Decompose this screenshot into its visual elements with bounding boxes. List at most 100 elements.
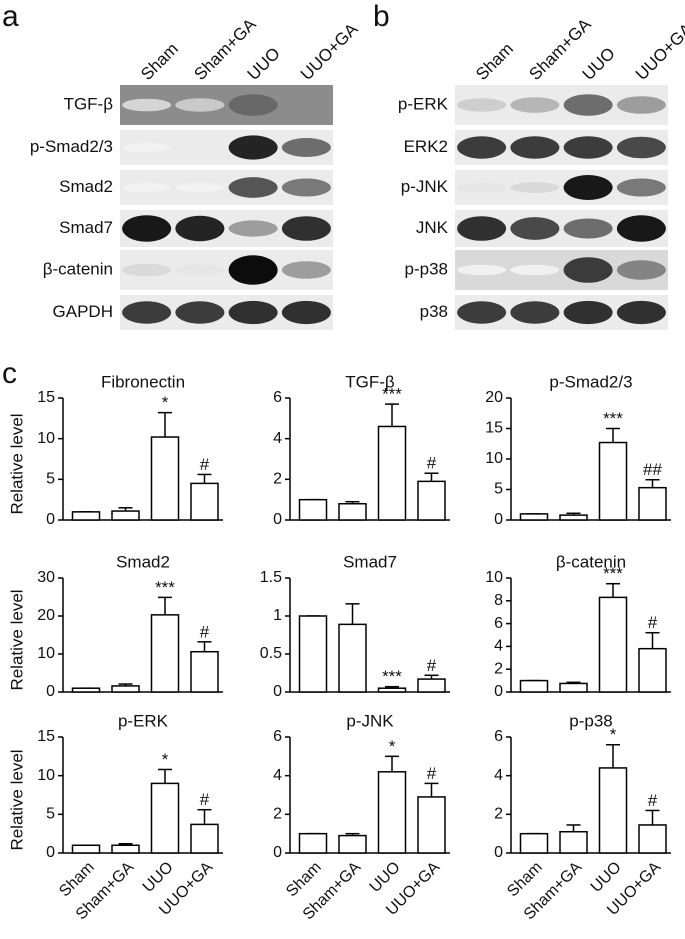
bar bbox=[559, 514, 588, 521]
bar bbox=[71, 687, 101, 693]
bar bbox=[111, 685, 140, 693]
blot-band bbox=[281, 95, 331, 115]
blot-band bbox=[563, 94, 613, 116]
lane-label: UUO bbox=[579, 44, 619, 84]
x-tick-label: UUO bbox=[367, 859, 404, 896]
y-tick-label: 0 bbox=[494, 844, 503, 861]
blot-band bbox=[175, 301, 225, 324]
blot-band bbox=[281, 178, 331, 197]
y-tick-label: 5 bbox=[46, 471, 55, 488]
blot-band bbox=[457, 182, 507, 193]
bar bbox=[377, 771, 407, 854]
y-tick-label: 10 bbox=[37, 430, 55, 447]
y-tick-label: 0 bbox=[273, 511, 282, 528]
y-tick-label: 6 bbox=[273, 389, 282, 406]
significance-label: *** bbox=[603, 564, 623, 583]
blot-band bbox=[457, 136, 507, 159]
y-tick-label: 6 bbox=[494, 728, 503, 745]
blot-band bbox=[122, 301, 172, 324]
y-tick-label: 0 bbox=[494, 511, 503, 528]
y-tick-label: 30 bbox=[37, 569, 55, 586]
significance-label: *** bbox=[382, 385, 402, 404]
bar bbox=[190, 823, 219, 854]
panel-label: b bbox=[373, 0, 390, 33]
bar bbox=[338, 502, 367, 521]
blot-band bbox=[563, 174, 613, 201]
significance-label: *** bbox=[603, 409, 623, 428]
blot-band bbox=[616, 136, 666, 159]
blot-row-label: Smad7 bbox=[59, 218, 113, 237]
y-tick-label: 0.5 bbox=[260, 645, 282, 662]
chart-title: β-catenin bbox=[556, 552, 626, 571]
x-tick-label: UUO bbox=[140, 859, 177, 896]
y-tick-label: 1 bbox=[273, 607, 282, 624]
bar bbox=[377, 425, 407, 521]
blot-band bbox=[228, 177, 278, 198]
x-tick-label: UUO bbox=[588, 859, 625, 896]
y-tick-label: 4 bbox=[273, 767, 282, 784]
blot-band bbox=[228, 220, 278, 237]
blot-band bbox=[457, 301, 507, 324]
y-tick-label: 4 bbox=[494, 638, 503, 655]
bar bbox=[638, 486, 667, 521]
y-axis-label: Relative level bbox=[7, 749, 26, 850]
blot-row-label: JNK bbox=[416, 218, 449, 237]
bar bbox=[559, 682, 588, 693]
y-tick-label: 2 bbox=[273, 471, 282, 488]
bar bbox=[638, 647, 667, 693]
bar bbox=[298, 498, 328, 521]
blot-band bbox=[510, 301, 560, 324]
bar bbox=[338, 834, 367, 854]
y-axis-label: Relative level bbox=[7, 589, 26, 690]
y-tick-label: 1.5 bbox=[260, 569, 282, 586]
chart-title: p-JNK bbox=[346, 711, 394, 730]
blot-band bbox=[122, 142, 172, 153]
significance-label: *** bbox=[155, 578, 175, 597]
y-tick-label: 0 bbox=[273, 844, 282, 861]
blot-row-label: GAPDH bbox=[53, 302, 113, 321]
y-axis-label: Relative level bbox=[7, 413, 26, 514]
bar bbox=[519, 679, 549, 693]
y-tick-label: 6 bbox=[273, 728, 282, 745]
bar bbox=[598, 441, 628, 521]
bar bbox=[417, 678, 446, 693]
blot-band bbox=[510, 264, 560, 276]
y-tick-label: 6 bbox=[494, 615, 503, 632]
y-tick-label: 5 bbox=[46, 806, 55, 823]
bar bbox=[298, 832, 328, 854]
lane-label: Sham bbox=[137, 39, 182, 84]
bar bbox=[559, 830, 588, 854]
blot-band bbox=[175, 215, 225, 242]
blot-band bbox=[510, 217, 560, 240]
y-tick-label: 15 bbox=[485, 420, 503, 437]
blot-band bbox=[281, 138, 331, 157]
bar bbox=[298, 615, 328, 693]
chart-title: Fibronectin bbox=[101, 372, 185, 391]
y-tick-label: 15 bbox=[37, 728, 55, 745]
chart-title: p-Smad2/3 bbox=[549, 372, 632, 391]
y-tick-label: 4 bbox=[494, 767, 503, 784]
blot-band bbox=[563, 136, 613, 159]
significance-label: # bbox=[200, 622, 210, 641]
blot-band bbox=[281, 216, 331, 241]
blot-band bbox=[122, 263, 172, 277]
blot-band bbox=[281, 300, 331, 325]
blot-row-label: Smad2 bbox=[59, 177, 113, 196]
blot-row-label: p-p38 bbox=[405, 259, 448, 278]
blot-row-label: p-JNK bbox=[401, 177, 449, 196]
blot-band bbox=[563, 218, 613, 239]
significance-label: *** bbox=[382, 667, 402, 686]
blot-band bbox=[616, 178, 666, 197]
significance-label: * bbox=[610, 725, 617, 744]
blot-band bbox=[457, 98, 507, 112]
blot-band bbox=[510, 97, 560, 113]
chart-title: Smad7 bbox=[343, 552, 397, 571]
blot-band bbox=[510, 136, 560, 159]
blot-row-label: TGF-β bbox=[64, 94, 114, 113]
significance-label: ## bbox=[643, 460, 662, 479]
bar bbox=[417, 480, 446, 521]
blot-band bbox=[122, 98, 172, 112]
y-tick-label: 5 bbox=[494, 481, 503, 498]
y-tick-label: 2 bbox=[494, 806, 503, 823]
